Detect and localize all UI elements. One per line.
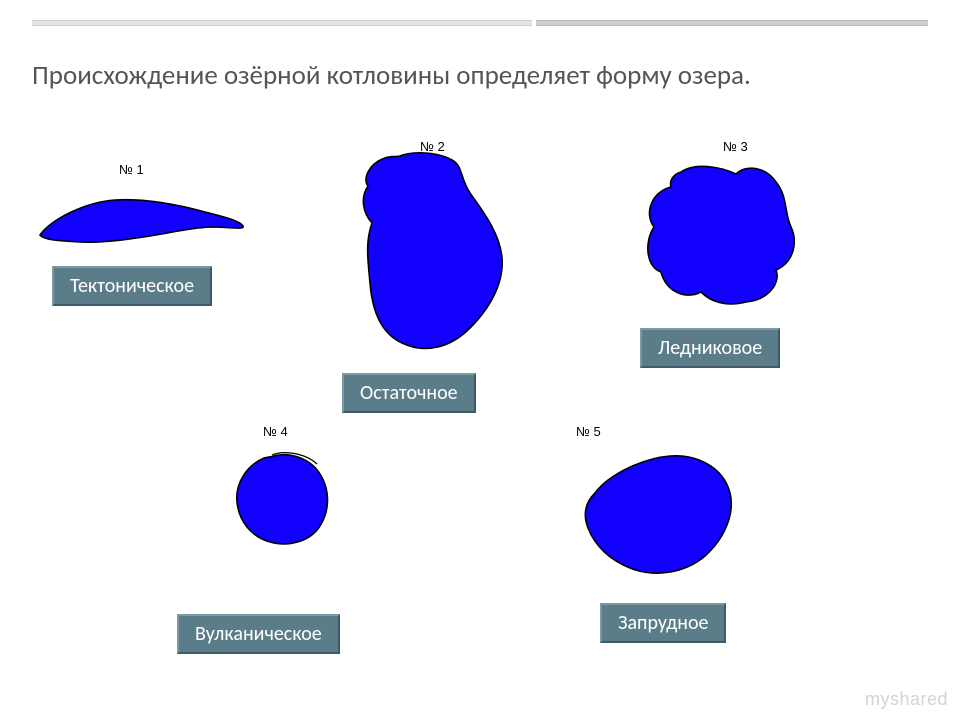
lake-shape-glacial <box>626 152 806 322</box>
label-dammed: Запрудное <box>600 603 726 643</box>
label-residual: Остаточное <box>342 373 476 413</box>
lake-shape-residual <box>330 138 530 368</box>
slide-title: Происхождение озёрной котловины определя… <box>32 60 920 92</box>
lake-number-5: № 5 <box>576 424 601 439</box>
divider-segment-light <box>32 20 532 26</box>
lake-shape-tectonic <box>30 180 250 255</box>
lake-shape-dammed <box>555 438 745 588</box>
label-volcanic: Вулканическое <box>177 614 340 654</box>
top-divider <box>32 20 928 42</box>
watermark: myshared <box>865 689 948 710</box>
lake-number-1: № 1 <box>119 162 144 177</box>
divider-segment-dark <box>536 20 928 26</box>
label-tectonic: Тектоническое <box>52 266 212 306</box>
lake-shape-volcanic <box>222 444 342 554</box>
lake-number-4: № 4 <box>263 424 288 439</box>
label-glacial: Ледниковое <box>640 328 780 368</box>
slide: Происхождение озёрной котловины определя… <box>0 0 960 720</box>
